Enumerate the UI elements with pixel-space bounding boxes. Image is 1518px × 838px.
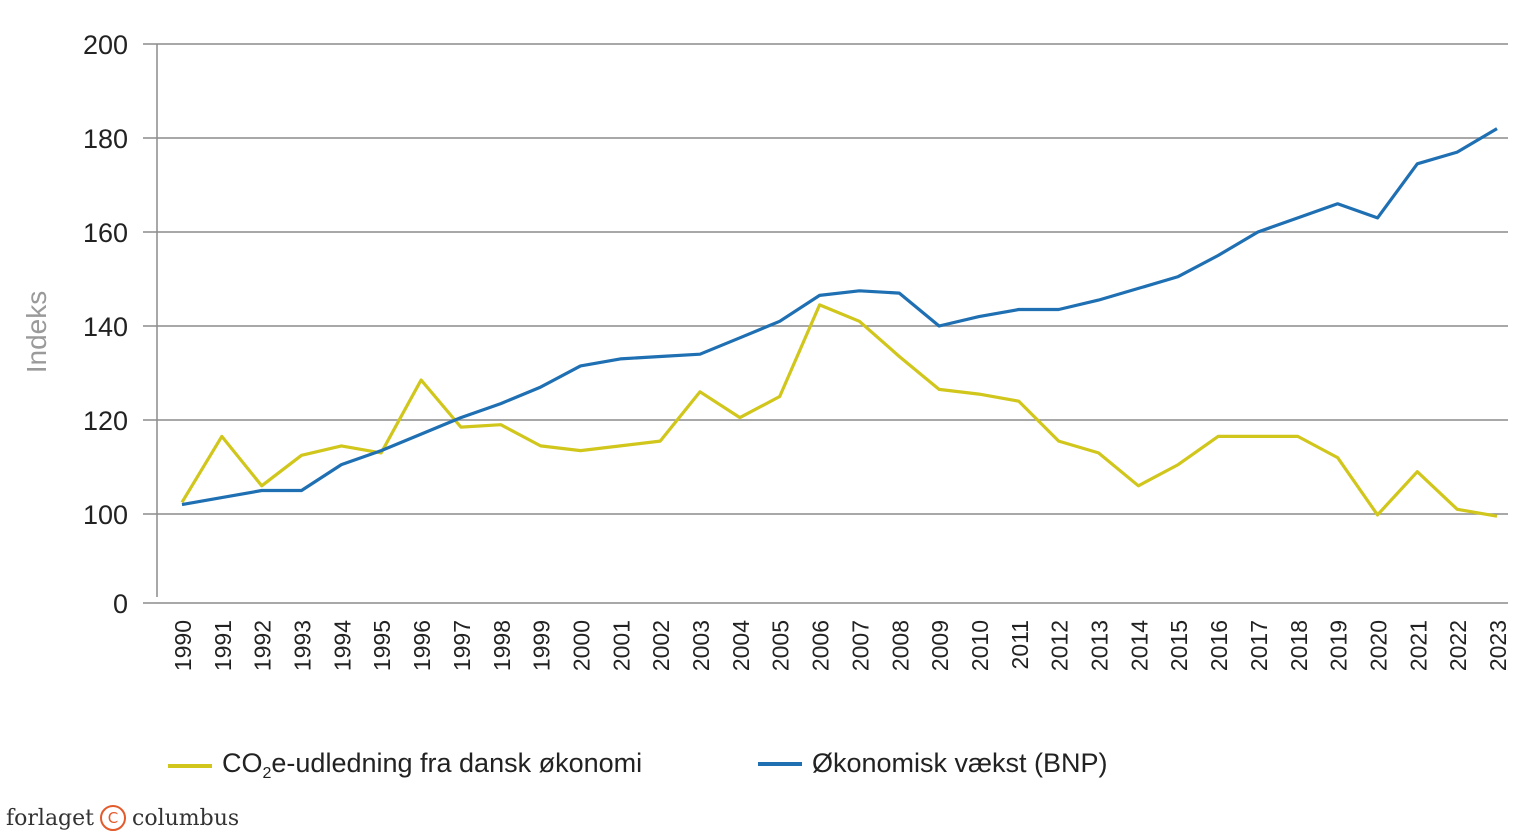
x-tick-2015: 2015 [1166,620,1192,671]
x-tick-2016: 2016 [1206,620,1232,671]
series-lines [180,127,1498,518]
x-tick-1995: 1995 [369,620,395,671]
series-line-bnp [181,127,1498,507]
x-tick-2012: 2012 [1047,620,1073,671]
legend-item-bnp: Økonomisk vækst (BNP) [758,748,1108,779]
y-tick-0: 0 [113,589,128,619]
copyright-icon: C [100,805,126,831]
x-tick-2021: 2021 [1405,620,1431,671]
x-tick-2014: 2014 [1126,620,1152,671]
x-tick-2013: 2013 [1087,620,1113,671]
x-tick-1992: 1992 [250,620,276,671]
y-tick-200: 200 [83,30,128,60]
y-axis-label: Indeks [21,291,52,374]
legend-label-co2: CO2e-udledning fra dansk økonomi [222,748,643,782]
x-tick-1990: 1990 [170,620,196,671]
x-tick-2018: 2018 [1286,620,1312,671]
y-tick-180: 180 [83,124,128,154]
x-tick-2011: 2011 [1007,620,1033,669]
legend-label-bnp: Økonomisk vækst (BNP) [812,748,1108,778]
series-line-co2 [180,303,1498,518]
x-tick-2006: 2006 [808,620,834,671]
x-tick-1991: 1991 [210,620,236,671]
y-tick-120: 120 [83,406,128,436]
y-tick-160: 160 [83,218,128,248]
x-tick-1997: 1997 [449,620,475,671]
x-tick-2007: 2007 [847,620,873,671]
x-tick-1994: 1994 [329,620,355,671]
legend-swatch-bnp [758,761,802,766]
y-tick-100: 100 [83,500,128,530]
y-tick-140: 140 [83,312,128,342]
x-tick-2003: 2003 [688,620,714,671]
x-tick-2019: 2019 [1326,620,1352,671]
x-tick-2022: 2022 [1445,620,1471,671]
x-tick-2010: 2010 [967,620,993,671]
axes [156,44,1508,604]
legend-item-co2: CO2e-udledning fra dansk økonomi [168,748,642,783]
x-tick-2009: 2009 [927,620,953,671]
x-tick-2017: 2017 [1246,620,1272,671]
x-tick-2002: 2002 [648,620,674,671]
x-tick-2008: 2008 [887,620,913,671]
gridlines [143,43,1508,604]
x-tick-1999: 1999 [529,620,555,671]
x-tick-1996: 1996 [409,620,435,671]
x-tick-2001: 2001 [608,620,634,671]
x-tick-labels: 1990 1991 1992 1993 1994 1995 1996 1997 1998 1999… [170,620,1511,671]
x-tick-2004: 2004 [728,620,754,671]
x-tick-2000: 2000 [568,620,594,671]
x-tick-2023: 2023 [1485,620,1511,671]
x-tick-1993: 1993 [290,620,316,671]
x-tick-2020: 2020 [1365,620,1391,671]
x-tick-1998: 1998 [489,620,515,671]
legend-swatch-co2 [168,763,212,768]
y-tick-labels: 200 180 160 140 120 100 0 [83,30,128,619]
x-tick-2005: 2005 [768,620,794,671]
